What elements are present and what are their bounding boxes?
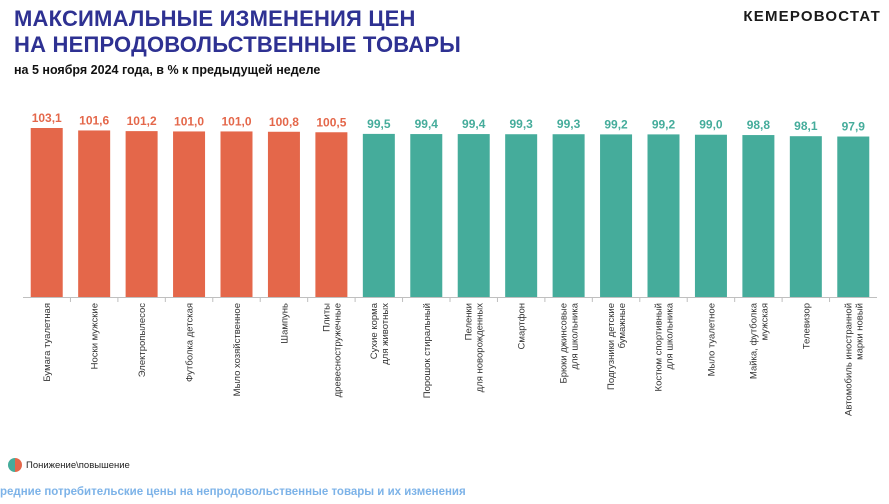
bar (742, 135, 775, 297)
svg-text:Телевизор: Телевизор (801, 303, 812, 349)
data-label: 99,0 (699, 118, 723, 132)
svg-text:Носки мужские: Носки мужские (90, 303, 101, 369)
bar (78, 130, 111, 297)
category-label: Плитыдревесностружечные (321, 303, 343, 398)
bar (30, 128, 63, 297)
data-label: 99,2 (652, 117, 676, 131)
svg-text:Плитыдревесностружечные: Плитыдревесностружечные (321, 303, 343, 398)
svg-text:Порошок стиральный: Порошок стиральный (422, 303, 433, 398)
category-label: Мыло хозяйственное (232, 303, 243, 396)
category-label: Бумага туалетная (42, 303, 53, 382)
category-label: Подгузники детскиебумажные (606, 303, 628, 390)
data-label: 101,0 (174, 114, 204, 128)
svg-text:Автомобиль иностранноймарки но: Автомобиль иностранноймарки новый (843, 303, 865, 416)
category-label: Смартфон (517, 303, 528, 349)
category-label: Футболка детская (185, 303, 196, 382)
category-label: Костюм спортивныйдля школьника (654, 302, 676, 391)
svg-text:Сухие кормадля животных: Сухие кормадля животных (369, 302, 391, 364)
category-label: Носки мужские (90, 303, 101, 369)
bar (552, 134, 585, 297)
bar (647, 134, 680, 297)
bar (220, 131, 253, 297)
category-label: Брюки джинсовыедля школьника (559, 302, 581, 383)
data-label: 99,4 (415, 117, 439, 131)
svg-text:Костюм спортивныйдля школьника: Костюм спортивныйдля школьника (654, 302, 676, 391)
bar (457, 134, 490, 297)
bar (362, 133, 395, 297)
svg-text:Брюки джинсовыедля школьника: Брюки джинсовыедля школьника (559, 302, 581, 383)
data-label: 99,4 (462, 117, 486, 131)
data-label: 97,9 (842, 120, 866, 134)
chart-subtitle: на 5 ноября 2024 года, в % к предыдущей … (14, 63, 321, 77)
category-label: Пеленкидля новорожденных (464, 303, 486, 393)
bar (789, 136, 822, 297)
svg-text:Мыло хозяйственное: Мыло хозяйственное (232, 303, 243, 396)
bar (315, 132, 348, 297)
data-label: 100,5 (316, 115, 346, 129)
legend: Понижение\повышение (8, 458, 130, 472)
data-label: 98,8 (747, 118, 771, 132)
data-label: 99,3 (557, 117, 581, 131)
data-label: 101,6 (79, 113, 109, 127)
svg-text:Электропылесос: Электропылесос (137, 303, 148, 377)
category-label: Порошок стиральный (422, 303, 433, 398)
svg-text:Шампунь: Шампунь (279, 303, 290, 344)
svg-text:Мыло туалетное: Мыло туалетное (706, 303, 717, 376)
data-label: 98,1 (794, 119, 818, 133)
brand-logo: КЕМЕРОВОСТАТ (743, 8, 881, 25)
legend-split-circle-icon (8, 458, 22, 472)
bar (694, 134, 727, 297)
bar (505, 134, 538, 297)
bar (173, 131, 206, 297)
category-label: Электропылесос (137, 303, 148, 377)
svg-text:Подгузники детскиебумажные: Подгузники детскиебумажные (606, 303, 628, 390)
data-label: 99,5 (367, 117, 391, 131)
svg-text:Пеленкидля новорожденных: Пеленкидля новорожденных (464, 303, 486, 393)
svg-text:Смартфон: Смартфон (517, 303, 528, 349)
chart-title-line-2: НА НЕПРОДОВОЛЬСТВЕННЫЕ ТОВАРЫ (14, 32, 461, 57)
data-label: 101,2 (127, 114, 157, 128)
data-label: 99,2 (604, 117, 628, 131)
category-label: Шампунь (279, 303, 290, 344)
bar (410, 134, 443, 297)
data-label: 103,1 (32, 111, 62, 125)
data-label: 99,3 (509, 117, 533, 131)
footer-caption: редние потребительские цены на непродово… (0, 486, 466, 498)
category-label: Мыло туалетное (706, 303, 717, 376)
bar (837, 136, 870, 297)
data-label: 100,8 (269, 115, 299, 129)
chart-title-line-1: МАКСИМАЛЬНЫЕ ИЗМЕНЕНИЯ ЦЕН (14, 6, 416, 31)
bar (600, 134, 633, 297)
bar (125, 131, 158, 297)
category-label: Сухие кормадля животных (369, 302, 391, 364)
data-label: 101,0 (221, 114, 251, 128)
category-label: Автомобиль иностранноймарки новый (843, 303, 865, 416)
svg-text:Майка, футболкамужская: Майка, футболкамужская (748, 302, 770, 379)
chart-title: МАКСИМАЛЬНЫЕ ИЗМЕНЕНИЯ ЦЕН НА НЕПРОДОВОЛ… (14, 6, 461, 58)
svg-text:Футболка детская: Футболка детская (185, 303, 196, 382)
bar (267, 131, 300, 297)
svg-text:Бумага туалетная: Бумага туалетная (42, 303, 53, 382)
category-label: Майка, футболкамужская (748, 302, 770, 379)
category-label: Телевизор (801, 303, 812, 349)
legend-label: Понижение\повышение (26, 459, 130, 471)
